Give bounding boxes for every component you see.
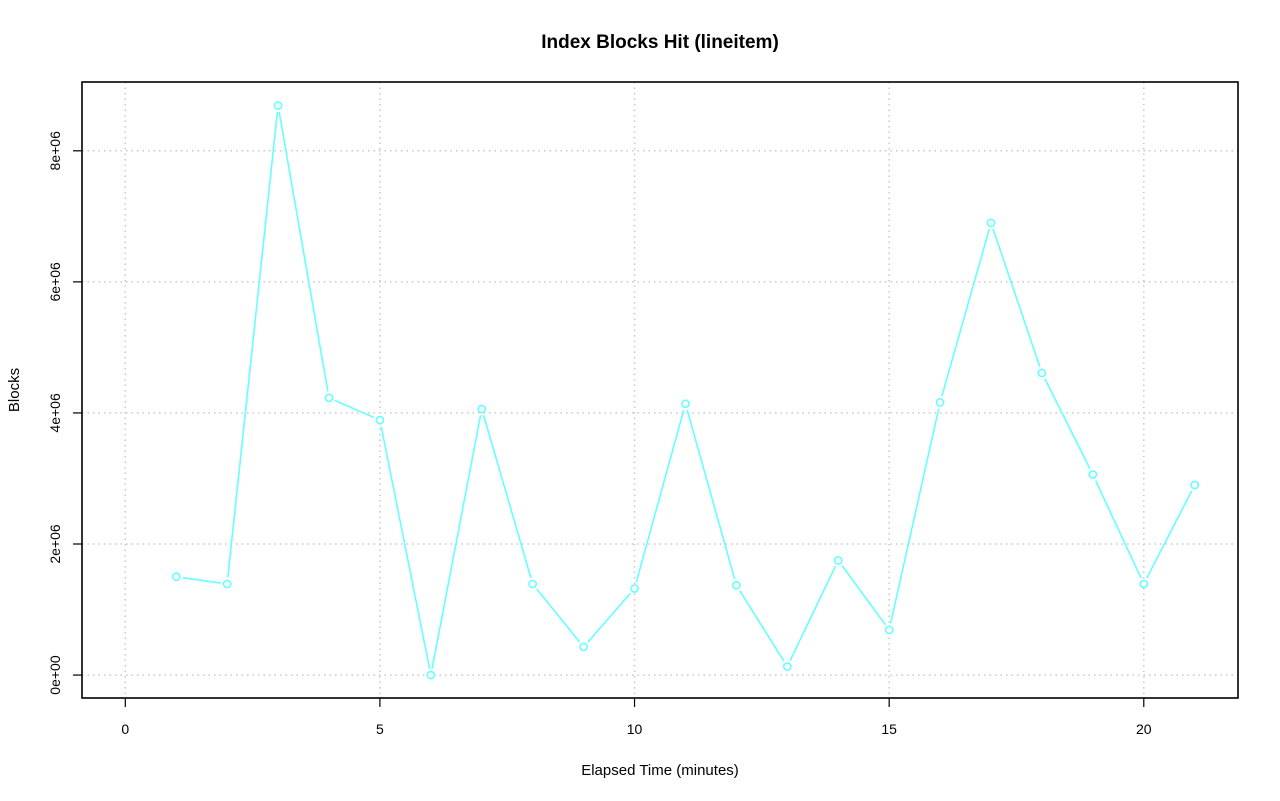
series-line-segment <box>278 111 329 392</box>
data-point <box>986 218 996 228</box>
data-point <box>1037 368 1047 378</box>
y-tick-label: 6e+06 <box>47 262 63 302</box>
data-point <box>426 670 436 680</box>
series-line-segment <box>635 409 685 583</box>
data-point <box>1190 480 1200 490</box>
x-tick-label: 5 <box>376 721 384 737</box>
y-axis: 0e+00 2e+06 4e+06 6e+06 8e+06 <box>47 131 82 695</box>
data-point <box>731 580 741 590</box>
series-line-segment <box>686 409 736 580</box>
series-line-segment <box>536 588 581 643</box>
y-axis-label: Blocks <box>6 368 23 412</box>
data-point <box>375 415 385 425</box>
series-line-segment <box>941 228 991 397</box>
series-line-segment <box>431 415 482 669</box>
y-tick-label: 0e+00 <box>47 655 63 695</box>
data-point <box>935 398 945 407</box>
series-line-segment <box>889 408 940 624</box>
data-point <box>324 393 334 403</box>
data-point <box>630 584 639 593</box>
y-tick-label: 8e+06 <box>47 131 63 171</box>
x-tick-label: 10 <box>627 721 643 737</box>
series-line-segment <box>1146 490 1193 579</box>
data-point <box>477 404 487 414</box>
data-point <box>579 642 589 652</box>
series-line-segment <box>841 565 886 626</box>
data-point <box>171 572 181 582</box>
series-line-segment <box>1044 378 1091 470</box>
series-line-segment <box>1094 480 1142 579</box>
data-point <box>782 662 792 671</box>
series-line-segment <box>789 565 837 662</box>
data-point <box>833 555 843 565</box>
y-tick-label: 2e+06 <box>47 524 63 564</box>
x-tick-label: 20 <box>1136 721 1152 737</box>
series-line-segment <box>227 111 279 578</box>
series-line-segment <box>739 590 785 662</box>
plot-frame <box>81 81 1239 699</box>
data-point <box>222 579 232 589</box>
y-tick-label: 4e+06 <box>47 393 63 433</box>
grid-layer <box>82 82 1238 698</box>
data-point <box>884 625 894 635</box>
series-line-segment <box>380 426 431 669</box>
data-point <box>273 101 283 110</box>
x-axis-label: Elapsed Time (minutes) <box>581 762 739 779</box>
data-point <box>528 579 538 589</box>
x-tick-label: 15 <box>881 721 897 737</box>
chart-title: Index Blocks Hit (lineitem) <box>541 32 779 53</box>
series-line-segment <box>587 592 631 643</box>
series-line-segment <box>182 576 221 584</box>
data-point <box>681 399 690 409</box>
series-line-segment <box>334 399 375 419</box>
data-point <box>1139 579 1149 589</box>
x-tick-label: 0 <box>121 721 129 737</box>
series-line-segment <box>482 415 532 578</box>
data-point <box>1088 470 1098 479</box>
series-layer <box>171 101 1200 680</box>
x-axis: 0 5 10 15 20 <box>121 698 1152 737</box>
series-line-segment <box>992 228 1041 368</box>
